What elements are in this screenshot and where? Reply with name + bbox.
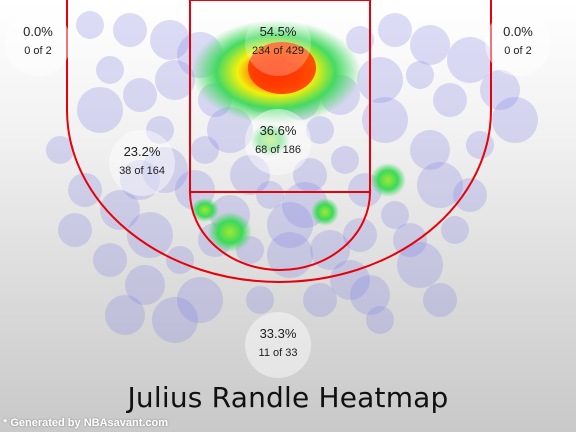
shot-density-blob xyxy=(330,260,370,300)
shot-density-blob xyxy=(267,232,313,278)
warm-spot-left-block xyxy=(208,212,252,252)
shot-density-blob xyxy=(125,265,165,305)
chart-title: Julius Randle Heatmap xyxy=(127,381,449,414)
warm-spot-right-wing xyxy=(370,163,406,197)
shot-density-blob xyxy=(76,11,104,39)
shot-density-blob xyxy=(256,181,284,209)
zone-pct: 0.0% xyxy=(503,24,533,39)
zone-count: 38 of 164 xyxy=(119,165,165,177)
zone-pct: 0.0% xyxy=(23,24,53,39)
shot-density-blob xyxy=(303,283,337,317)
shot-density-blob xyxy=(346,26,374,54)
shot-density-blob xyxy=(58,213,92,247)
warm-spot-lane xyxy=(250,124,290,156)
free-throw-lane xyxy=(189,0,371,193)
shot-density-blob xyxy=(410,25,450,65)
zone-pct: 23.2% xyxy=(123,144,161,159)
shot-density-blob xyxy=(366,306,394,334)
shot-density-blob xyxy=(378,13,412,47)
shot-density-blob xyxy=(293,158,327,192)
shot-density-blob xyxy=(46,136,74,164)
shot-density-blob xyxy=(150,20,190,60)
shot-density-blob xyxy=(93,243,127,277)
zone-count: 0 of 2 xyxy=(504,45,532,57)
shot-density-blob xyxy=(120,160,160,200)
shot-density-blob xyxy=(362,97,408,143)
warm-spot-right-block xyxy=(311,198,339,226)
zone-pct: 54.5% xyxy=(259,24,297,39)
shot-density-blob xyxy=(417,162,463,208)
shot-density-blob xyxy=(166,246,194,274)
shot-density-blob xyxy=(267,202,313,248)
zone-pct: 36.6% xyxy=(259,123,297,138)
zone-paint: 36.6% 68 of 186 xyxy=(245,109,311,175)
warm-spot-left-elbow xyxy=(191,198,219,222)
shot-density-blob xyxy=(77,87,123,133)
three-point-arc xyxy=(66,0,492,283)
zone-pct: 33.3% xyxy=(259,326,297,341)
shot-density-blob xyxy=(466,131,494,159)
zone-left-midrange: 23.2% 38 of 164 xyxy=(109,130,175,196)
shot-density-blob xyxy=(357,57,403,103)
zone-restricted-area: 54.5% 234 of 429 xyxy=(245,10,311,76)
shot-density-blob xyxy=(343,218,377,252)
shot-density-blob xyxy=(453,178,487,212)
shot-density-blob xyxy=(410,130,450,170)
shot-density-blob xyxy=(397,242,443,288)
shot-density-blob xyxy=(433,83,467,117)
zone-count: 0 of 2 xyxy=(24,45,52,57)
rim-core xyxy=(248,42,316,94)
shot-density-blob xyxy=(406,61,434,89)
shot-density-blob xyxy=(492,97,538,143)
shot-density-blob xyxy=(96,56,124,84)
court-lines xyxy=(66,0,492,283)
shot-density-blob xyxy=(105,295,145,335)
shot-density-blob xyxy=(142,147,188,193)
shot-density-blob xyxy=(441,216,469,244)
shot-density-blob xyxy=(146,116,174,144)
heat-layer xyxy=(191,20,406,252)
shot-density-blob xyxy=(155,60,195,100)
zone-top-of-key-three: 33.3% 11 of 33 xyxy=(245,312,311,378)
shot-density-blob xyxy=(350,275,390,315)
shot-density-blob xyxy=(423,283,457,317)
shot-density-blob xyxy=(310,230,350,270)
shot-density-blob xyxy=(100,190,140,230)
shot-density-blob xyxy=(127,212,173,258)
shot-density-blob xyxy=(123,78,157,112)
shot-density-blob xyxy=(177,277,223,323)
zone-count: 11 of 33 xyxy=(258,347,298,359)
zone-left-corner-three: 0.0% 0 of 2 xyxy=(5,10,71,76)
shot-density-blob xyxy=(447,37,493,83)
shot-density-blob xyxy=(191,136,219,164)
shot-density-blob xyxy=(68,173,102,207)
shot-density-blob xyxy=(381,201,409,229)
free-throw-circle xyxy=(189,191,371,271)
shot-density-blob xyxy=(306,116,334,144)
shot-density-blob xyxy=(331,146,359,174)
shot-density-blob xyxy=(230,155,270,195)
zone-right-corner-three: 0.0% 0 of 2 xyxy=(485,10,551,76)
zone-count: 234 of 429 xyxy=(252,45,304,57)
shot-density-blob xyxy=(393,223,427,257)
credit-footer: * Generated by NBAsavant.com xyxy=(3,417,169,429)
shot-density-blob xyxy=(246,286,274,314)
zone-count: 68 of 186 xyxy=(255,144,301,156)
shot-density-blob xyxy=(113,13,147,47)
shot-density-blob xyxy=(152,297,198,343)
